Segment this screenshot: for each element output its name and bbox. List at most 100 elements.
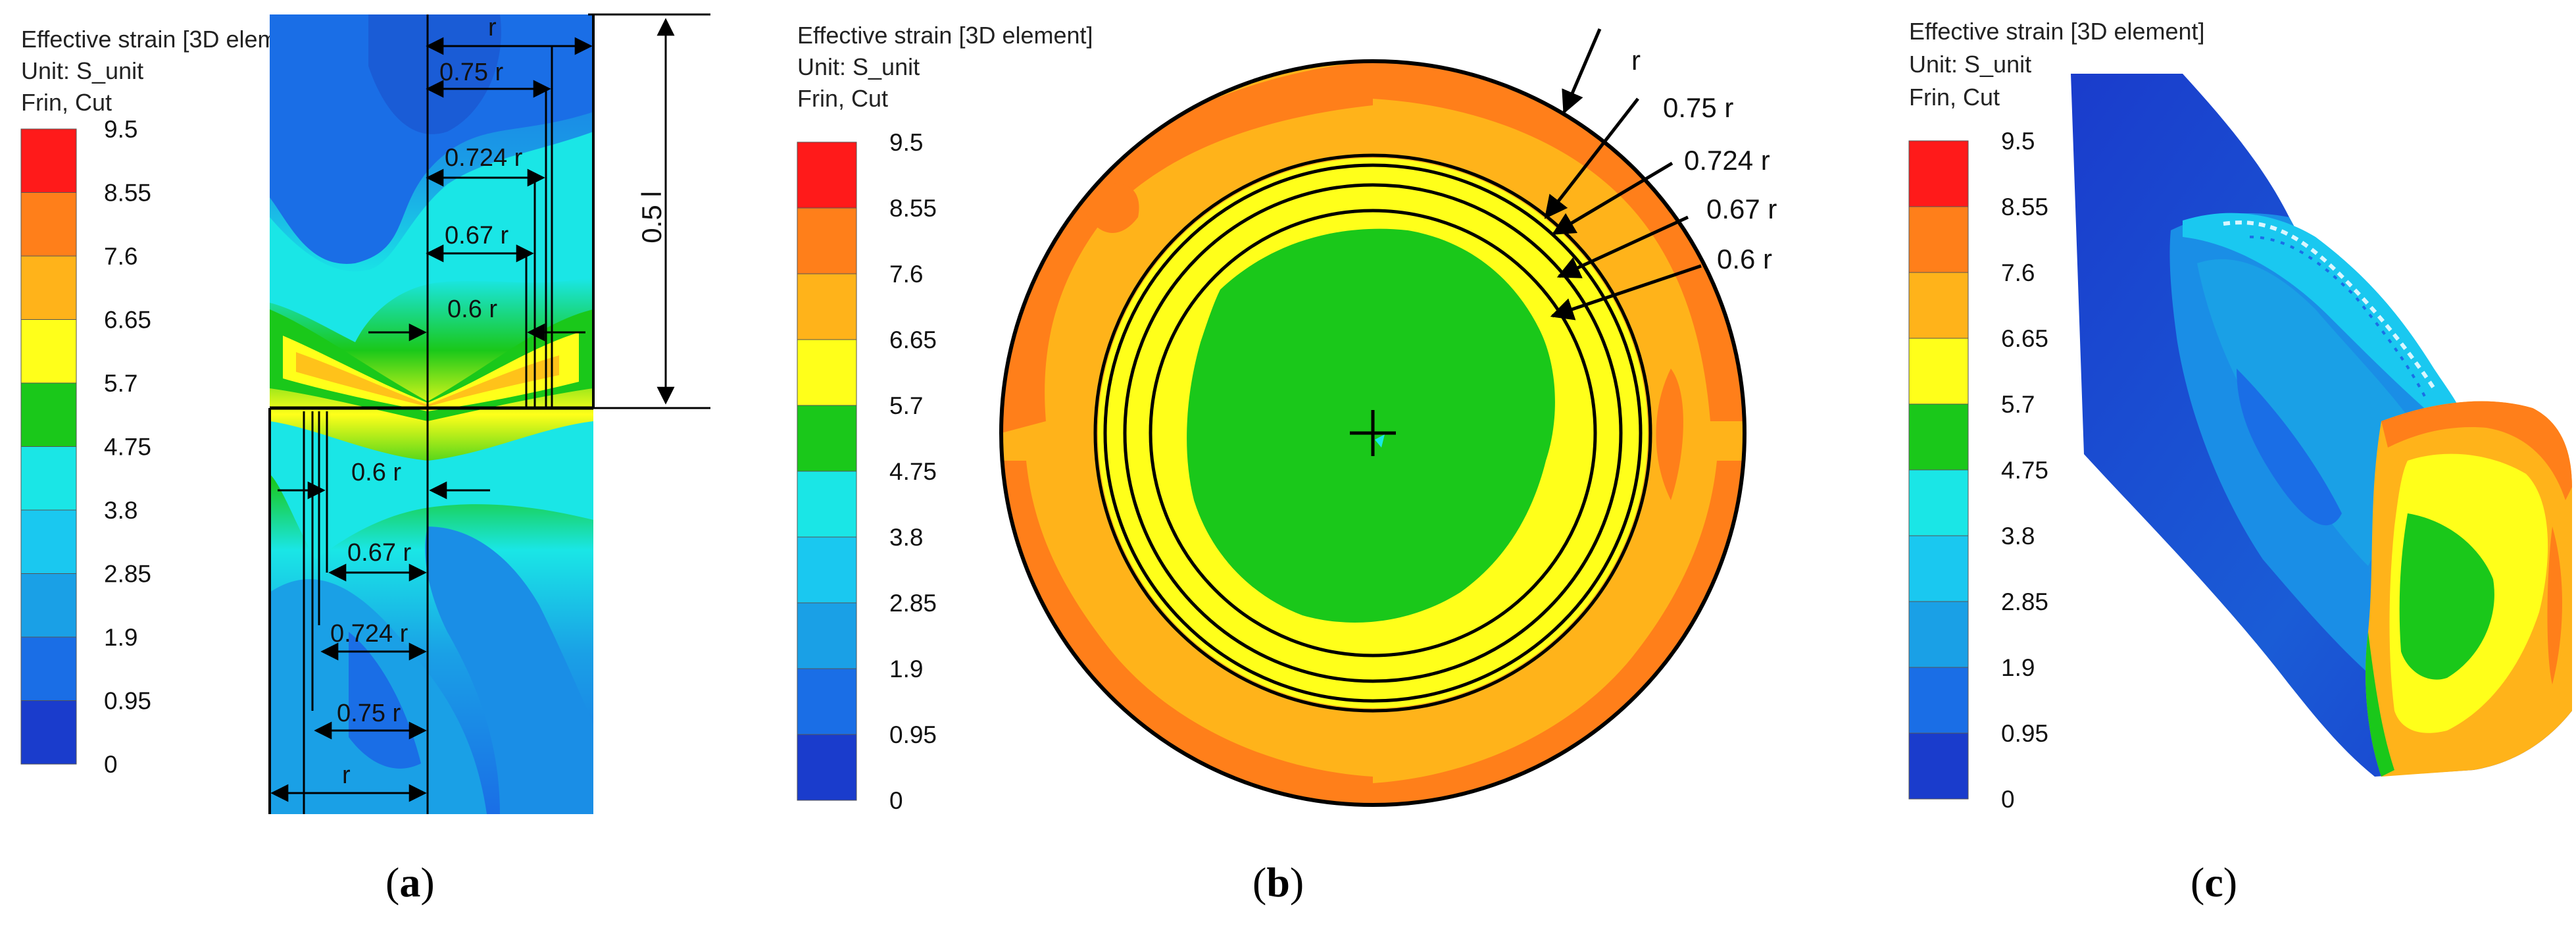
legend-tick-label: 4.75 [2001,457,2048,484]
label-a-lower-075r: 0.75 r [337,700,401,727]
caption-a: (a) [385,859,435,906]
legend-tick-label: 1.9 [2001,654,2035,681]
label-a-lower-r: r [342,761,351,789]
legend-swatch [1908,272,1969,339]
caption-b: (b) [1252,859,1304,906]
legend-tick-label: 0.95 [104,688,151,715]
legend-swatch [20,192,77,257]
panel-a-legend-title: Effective strain [3D element] [21,26,317,53]
legend-tick-label: 3.8 [104,497,137,524]
panel-c-3d-model [2071,74,2572,777]
label-b-075r: 0.75 r [1663,92,1733,123]
legend-tick-label: 5.7 [889,392,923,419]
panel-b: Effective strain [3D element] Unit: S_un… [797,22,1777,906]
legend-tick-label: 8.55 [889,195,937,222]
label-a-upper-075r: 0.75 r [439,59,504,86]
legend-tick-label: 9.5 [104,116,137,143]
label-a-upper-r: r [488,14,497,41]
legend-swatch [1908,403,1969,471]
legend-tick-label: 1.9 [889,656,923,682]
legend-swatch [20,382,77,447]
label-a-length: 0.5 l [636,191,667,243]
label-a-lower-06r: 0.6 r [351,459,401,486]
legend-swatch [20,255,77,320]
panel-b-legend-title: Effective strain [3D element] [797,22,1093,49]
panel-a: Effective strain [3D element] Unit: S_un… [20,13,710,906]
legend-tick-label: 7.6 [104,243,137,270]
legend-swatch [1908,535,1969,602]
legend-tick-label: 4.75 [889,458,937,485]
label-b-r: r [1631,45,1641,76]
legend-tick-label: 5.7 [2001,391,2035,418]
label-a-lower-067r: 0.67 r [347,539,412,567]
legend-tick-label: 8.55 [104,180,151,207]
legend-tick-label: 6.65 [889,326,937,353]
legend-swatch [1908,733,1969,800]
legend-swatch [797,405,857,472]
legend-swatch [20,509,77,574]
panel-b-legend-unit: Unit: S_unit [797,53,920,80]
label-b-0724r: 0.724 r [1684,145,1770,176]
legend-swatch [20,700,77,765]
legend-tick-label: 9.5 [2001,128,2035,155]
legend-swatch [797,273,857,340]
legend-swatch [20,446,77,511]
legend-swatch [1908,469,1969,536]
legend-tick-label: 6.65 [2001,325,2048,352]
panel-a-lower-dimensions [270,411,490,814]
legend-tick-label: 0 [104,751,118,778]
legend-swatch [20,319,77,384]
panel-a-legend-unit: Unit: S_unit [21,57,143,84]
legend-swatch [20,636,77,701]
legend-swatch [20,573,77,638]
panel-c-legend: 9.5 8.55 7.6 6.65 5.7 4.75 3.8 2.85 1.9 0.95 0 [1908,128,2048,813]
legend-tick-label: 0 [2001,786,2015,813]
panel-a-legend: 9.5 8.55 7.6 6.65 5.7 4.75 3.8 2.85 1.9 0.95 0 [20,116,151,778]
legend-swatch [20,128,77,193]
panel-b-legend-source: Frin, Cut [797,85,888,112]
legend-tick-label: 3.8 [889,524,923,551]
legend-tick-label: 7.6 [889,261,923,288]
legend-tick-label: 2.85 [2001,588,2048,615]
panel-b-legend: 9.5 8.55 7.6 6.65 5.7 4.75 3.8 2.85 1.9 0.95 0 [797,129,937,814]
legend-tick-label: 5.7 [104,370,137,397]
legend-tick-label: 9.5 [889,129,923,156]
panel-c-legend-source: Frin, Cut [1909,84,2000,111]
legend-tick-label: 2.85 [889,590,937,617]
panel-a-contour-field [270,14,593,814]
panel-a-upper-dimensions [368,13,710,409]
legend-swatch [797,602,857,669]
legend-swatch [797,141,857,209]
label-b-06r: 0.6 r [1717,244,1772,274]
legend-tick-label: 0.95 [2001,720,2048,747]
legend-tick-label: 4.75 [104,434,151,461]
legend-tick-label: 7.6 [2001,259,2035,286]
legend-tick-label: 0 [889,787,903,814]
caption-c: (c) [2191,859,2237,906]
legend-swatch [797,536,857,604]
legend-swatch [1908,206,1969,273]
legend-swatch [797,668,857,735]
panel-c-legend-unit: Unit: S_unit [1909,51,2031,78]
legend-tick-label: 2.85 [104,561,151,588]
legend-tick-label: 6.65 [104,307,151,334]
legend-tick-label: 0.95 [889,721,937,748]
legend-swatch [797,471,857,538]
label-a-lower-0724r: 0.724 r [330,620,409,648]
legend-tick-label: 3.8 [2001,523,2035,550]
panel-a-legend-source: Frin, Cut [21,89,112,116]
legend-tick-label: 8.55 [2001,193,2048,220]
legend-swatch [1908,667,1969,734]
panel-b-cross-section [999,28,1746,807]
label-a-upper-067r: 0.67 r [445,222,509,249]
label-a-upper-06r: 0.6 r [447,296,497,323]
label-b-067r: 0.67 r [1706,193,1777,224]
panel-c: Effective strain [3D element] Unit: S_un… [1908,18,2572,906]
legend-swatch [1908,338,1969,405]
legend-swatch [797,339,857,406]
panel-c-legend-title: Effective strain [3D element] [1909,18,2205,45]
legend-swatch [797,734,857,801]
legend-swatch [1908,140,1969,207]
label-a-upper-0724r: 0.724 r [445,144,523,172]
